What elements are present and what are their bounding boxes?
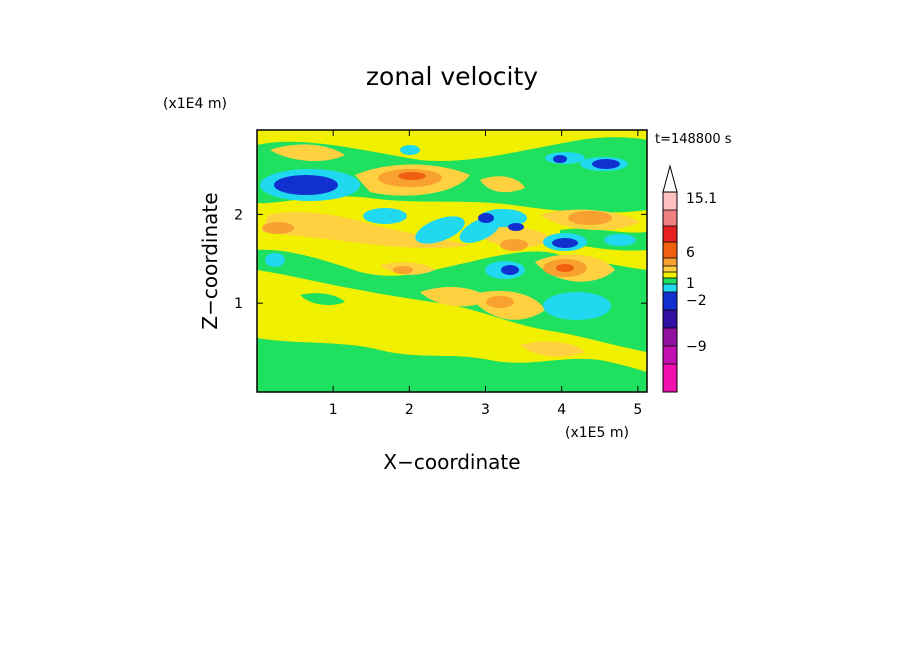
contour-region — [262, 222, 294, 234]
colorbar-band — [663, 292, 677, 310]
colorbar-bands — [663, 191, 677, 392]
colorbar-band — [663, 278, 677, 284]
x-axis-title: X−coordinate — [383, 450, 520, 474]
x-tick-label: 4 — [557, 402, 566, 418]
colorbar-band — [663, 284, 677, 292]
colorbar-band — [663, 346, 677, 364]
contour-field — [257, 130, 647, 392]
x-tick-label: 2 — [405, 402, 414, 418]
colorbar-extend-triangle — [662, 164, 678, 193]
plot-frame — [256, 129, 648, 393]
contour-region — [543, 292, 611, 320]
colorbar-band — [663, 364, 677, 392]
contour-region — [300, 293, 345, 306]
contour-region — [552, 238, 578, 248]
colorbar-label: −9 — [686, 339, 707, 355]
colorbar-label: 15.1 — [686, 191, 717, 207]
strong-positive-regions — [398, 172, 574, 272]
contour-region — [270, 144, 345, 162]
contour-region — [415, 216, 465, 244]
x-tick-label: 1 — [329, 402, 338, 418]
colorbar-label: 6 — [686, 245, 695, 261]
chart-title: zonal velocity — [366, 62, 538, 91]
contour-region — [501, 265, 519, 275]
contour-region — [520, 341, 585, 357]
contour-region — [508, 223, 524, 231]
colorbar-label: 1 — [686, 276, 695, 292]
contour-region — [568, 211, 612, 225]
y-axis: 12 — [234, 207, 647, 312]
contour-region — [500, 239, 528, 251]
contour-region — [363, 208, 407, 224]
contour-region — [486, 296, 514, 308]
contour-region — [604, 234, 636, 246]
colorbar-band — [663, 272, 677, 278]
y-tick-label: 1 — [234, 296, 243, 312]
y-tick-label: 2 — [234, 207, 243, 223]
colorbar: 15.1 6 1 −2 −9 — [662, 164, 717, 393]
colorbar-band — [663, 258, 677, 266]
contour-region — [257, 338, 647, 392]
contour-region — [478, 213, 494, 223]
colorbar-band — [663, 226, 677, 242]
contour-region — [400, 145, 420, 155]
contour-region — [480, 176, 525, 193]
colorbar-band — [663, 328, 677, 346]
colorbar-frame — [662, 191, 678, 393]
contour-region — [265, 253, 285, 267]
colorbar-band — [663, 210, 677, 226]
x-tick-label: 3 — [481, 402, 490, 418]
strong-negative-regions — [274, 155, 620, 275]
colorbar-label: −2 — [686, 293, 707, 309]
colorbar-band — [663, 266, 677, 272]
contour-region — [274, 175, 338, 195]
contour-region — [592, 159, 620, 169]
time-label: t=148800 s — [655, 132, 732, 147]
colorbar-band — [663, 310, 677, 328]
colorbar-band — [663, 192, 677, 210]
contour-region — [556, 264, 574, 272]
colorbar-band — [663, 242, 677, 258]
x-axis-multiplier: (x1E5 m) — [565, 425, 629, 441]
moderate-negative-regions — [260, 145, 636, 320]
contour-region — [479, 209, 527, 227]
contour-region — [553, 155, 567, 163]
x-axis: 1 2 3 4 5 — [329, 130, 642, 418]
y-axis-multiplier: (x1E4 m) — [163, 96, 227, 112]
contour-region — [398, 172, 426, 180]
y-axis-title: Z−coordinate — [198, 192, 222, 329]
contour-region — [393, 266, 413, 274]
contour-region — [420, 286, 490, 307]
x-tick-label: 5 — [633, 402, 642, 418]
